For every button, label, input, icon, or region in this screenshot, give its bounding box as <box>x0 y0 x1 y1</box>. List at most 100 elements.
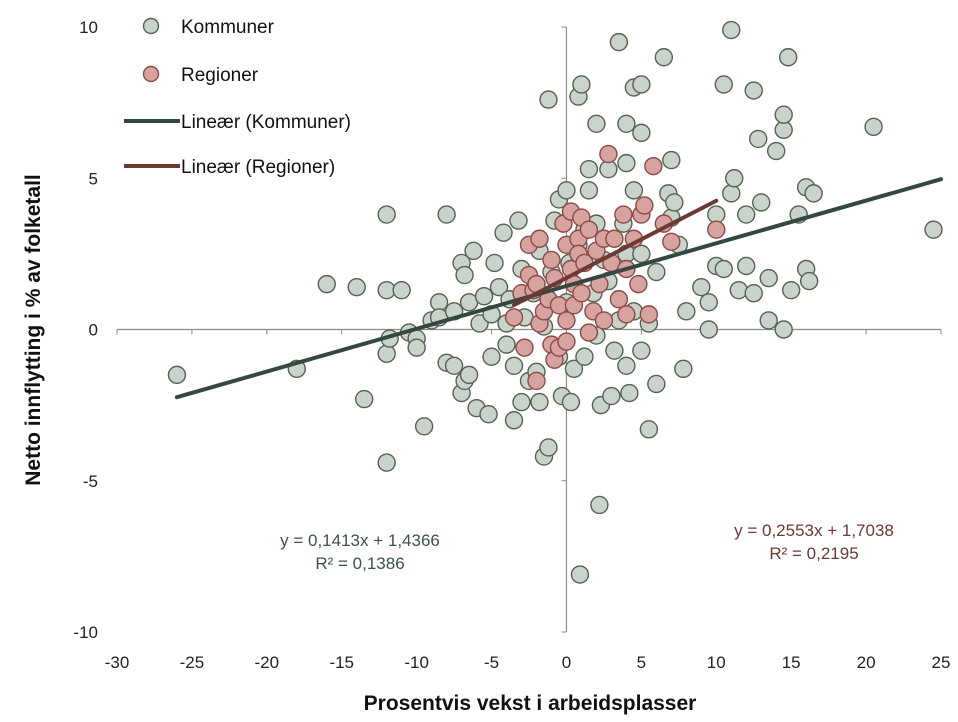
point-kommuner <box>575 347 594 366</box>
point-regioner <box>527 371 546 391</box>
x-tick-label: 10 <box>707 653 726 672</box>
point-kommuner <box>677 302 696 321</box>
point-regioner <box>605 229 624 248</box>
point-kommuner <box>665 193 684 212</box>
point-kommuner <box>561 392 581 412</box>
point-kommuner <box>504 411 524 430</box>
point-kommuner <box>609 32 629 52</box>
x-tick-label: 25 <box>932 653 951 672</box>
point-kommuner <box>744 284 763 303</box>
point-regioner <box>542 250 561 270</box>
point-regioner <box>629 274 648 294</box>
point-kommuner <box>504 356 524 375</box>
legend-label-lineaer-regioner: Lineær (Regioner) <box>181 157 335 178</box>
trendline-regioner <box>512 198 719 307</box>
point-kommuner <box>355 389 374 409</box>
point-kommuner <box>699 293 718 312</box>
point-kommuner <box>759 268 778 288</box>
point-kommuner <box>579 181 599 200</box>
point-kommuner <box>692 277 711 297</box>
point-kommuner <box>407 338 426 357</box>
point-kommuner <box>414 417 434 436</box>
legend-label-regioner: Regioner <box>181 65 259 86</box>
tick-labels: -30 -25 -20 -15 -10 -5 0 5 10 15 20 25 -10 -5 0 5 10 <box>73 18 950 672</box>
point-kommuner <box>781 280 801 300</box>
point-regioner <box>614 205 633 224</box>
point-kommuner <box>722 184 741 203</box>
y-tick-label: -5 <box>83 472 98 491</box>
legend-label-kommuner: Kommuner <box>181 17 275 38</box>
point-kommuner <box>444 356 464 375</box>
point-kommuner <box>489 277 509 297</box>
point-kommuner <box>479 405 498 424</box>
trendline-kommuner <box>174 177 943 400</box>
point-kommuner <box>647 374 666 394</box>
y-axis-title: Netto innflytting i % av folketall <box>22 174 45 486</box>
x-tick-label: 0 <box>562 653 571 672</box>
point-regioner <box>639 305 659 324</box>
point-kommuner <box>632 244 651 264</box>
point-regioner <box>644 156 663 176</box>
point-kommuner <box>590 495 609 515</box>
y-tick-label: 10 <box>79 18 98 37</box>
point-regioner <box>579 323 599 342</box>
point-kommuner <box>564 359 584 379</box>
point-regioner <box>579 220 599 239</box>
legend: Kommuner Regioner Lineær (Kommuner) Line… <box>124 17 351 178</box>
point-kommuner <box>729 280 748 300</box>
point-kommuner <box>539 90 558 109</box>
x-tick-label: -20 <box>255 653 280 672</box>
point-kommuner <box>557 181 576 200</box>
point-kommuner <box>347 277 366 297</box>
point-kommuner <box>512 392 531 412</box>
point-kommuner <box>620 383 639 403</box>
point-regioner <box>557 332 576 351</box>
point-kommuner <box>674 359 693 379</box>
point-regioner <box>530 229 549 248</box>
point-kommuner <box>624 181 644 200</box>
point-kommuner <box>482 347 501 366</box>
point-regioner <box>609 290 629 309</box>
equation-regioner: y = 0,2553x + 1,7038 <box>734 521 894 540</box>
r2-kommuner: R² = 0,1386 <box>315 554 404 573</box>
point-regioner <box>572 284 591 303</box>
point-kommuner <box>804 184 823 203</box>
point-regioner <box>617 305 636 324</box>
x-tick-label: -30 <box>105 653 130 672</box>
point-kommuner <box>587 114 606 134</box>
point-regioner <box>707 220 726 239</box>
point-kommuner <box>572 75 591 94</box>
point-regioner <box>594 311 614 330</box>
legend-label-lineaer-kommuner: Lineær (Kommuner) <box>181 112 351 133</box>
point-kommuner <box>632 341 651 360</box>
point-regioner <box>662 232 681 251</box>
point-kommuner <box>377 344 396 363</box>
point-kommuner <box>647 262 666 282</box>
point-kommuner <box>778 48 798 67</box>
x-tick-label: -10 <box>404 653 429 672</box>
point-kommuner <box>752 193 771 212</box>
equation-kommuner: y = 0,1413x + 1,4366 <box>280 531 440 550</box>
point-kommuner <box>744 81 763 100</box>
point-kommuner <box>774 105 793 124</box>
point-kommuner <box>749 129 768 149</box>
point-kommuner <box>602 386 621 406</box>
point-kommuner <box>654 48 674 67</box>
point-kommuner <box>464 241 483 261</box>
point-regioner <box>515 338 534 357</box>
point-kommuner <box>759 311 778 330</box>
point-kommuner <box>737 256 756 276</box>
point-kommuner <box>509 211 528 230</box>
legend-marker-regioner <box>142 65 160 83</box>
y-tick-label: 5 <box>89 169 98 188</box>
y-tick-label: 0 <box>89 321 98 340</box>
x-axis-title: Prosentvis vekst i arbeidsplasser <box>364 692 697 715</box>
point-kommuner <box>570 565 590 584</box>
point-kommuner <box>864 117 883 137</box>
x-tick-label: -5 <box>484 653 499 672</box>
point-kommuner <box>455 265 474 285</box>
point-kommuner <box>714 75 733 94</box>
x-tick-label: -25 <box>180 653 205 672</box>
point-kommuner <box>767 141 786 161</box>
